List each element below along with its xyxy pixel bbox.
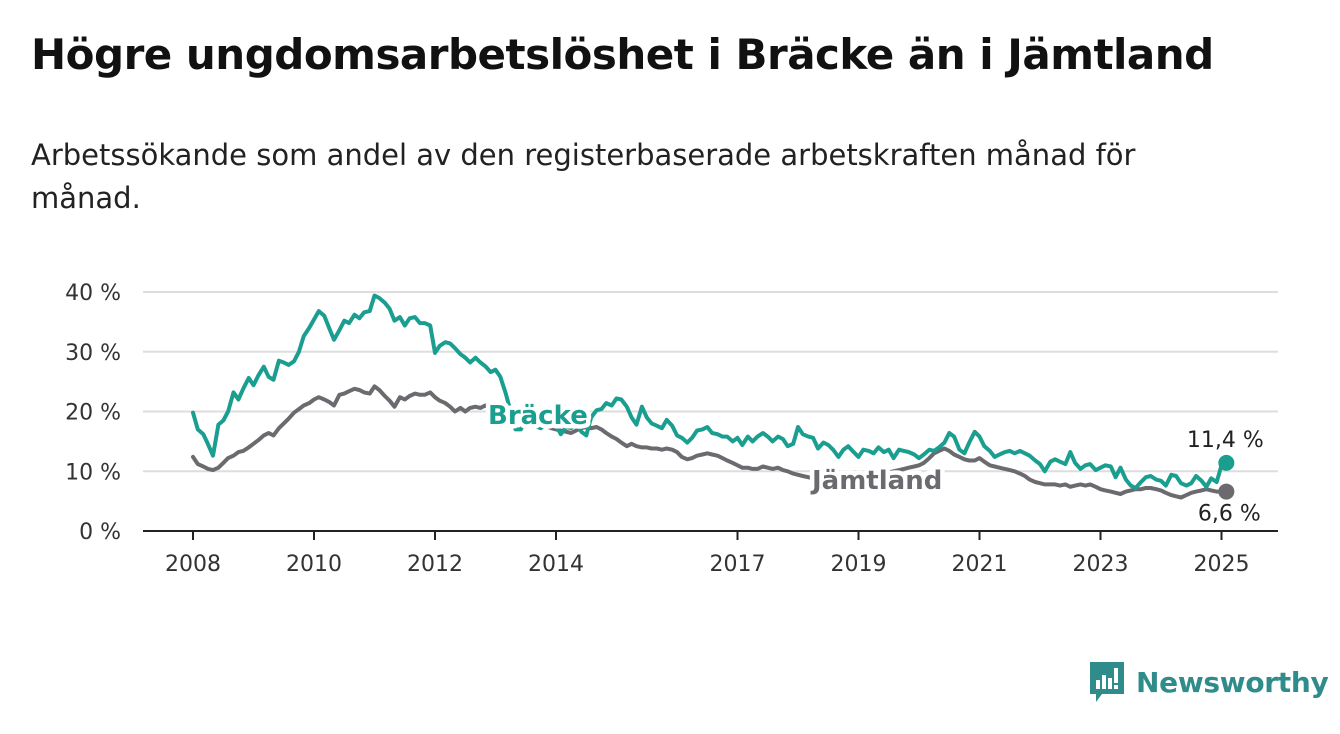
x-tick-label: 2012 — [407, 552, 463, 577]
x-tick-label: 2010 — [286, 552, 342, 577]
brand-name: Newsworthy — [1136, 665, 1329, 699]
x-tick-label: 2025 — [1194, 552, 1250, 577]
x-tick-label: 2021 — [952, 552, 1008, 577]
end-label-jamtland: 6,6 % — [1198, 502, 1261, 527]
series-label-jamtland: Jämtland — [810, 466, 942, 496]
y-tick-label: 20 % — [65, 401, 121, 426]
series-label-bracke: Bräcke — [488, 401, 588, 431]
gridlines — [143, 291, 1278, 532]
series-labels: Bräcke Jämtland 11,4 % 6,6 % — [484, 397, 1264, 527]
chart-subtitle: Arbetssökande som andel av den registerb… — [31, 138, 1136, 215]
y-tick-label: 0 % — [79, 520, 121, 545]
x-tick-label: 2023 — [1073, 552, 1129, 577]
y-tick-label: 10 % — [65, 460, 121, 485]
line-chart: 0 % 10 % 20 % 30 % 40 % 2008 2010 2012 2014 2017… — [65, 281, 1278, 577]
x-tick-label: 2017 — [710, 552, 766, 577]
series-lines — [191, 293, 1235, 500]
x-tick-label: 2008 — [165, 552, 221, 577]
x-tick-label: 2014 — [528, 552, 584, 577]
y-tick-label: 30 % — [65, 341, 121, 366]
end-point-bracke — [1218, 454, 1235, 471]
chart-title: Högre ungdomsarbetslöshet i Bräcke än i … — [31, 30, 1214, 79]
end-label-bracke: 11,4 % — [1187, 428, 1264, 453]
newsworthy-logo[interactable]: Newsworthy — [1088, 660, 1329, 704]
newsworthy-logo-icon — [1090, 662, 1124, 702]
end-point-jamtland — [1218, 483, 1235, 500]
series-line-bracke — [191, 293, 1229, 490]
y-tick-label: 40 % — [65, 281, 121, 306]
y-axis-ticks: 0 % 10 % 20 % 30 % 40 % — [65, 281, 121, 545]
series-line-jamtland — [191, 384, 1229, 500]
x-tick-label: 2019 — [831, 552, 887, 577]
x-axis-ticks: 2008 2010 2012 2014 2017 2019 2021 2023 2025 — [165, 531, 1250, 577]
